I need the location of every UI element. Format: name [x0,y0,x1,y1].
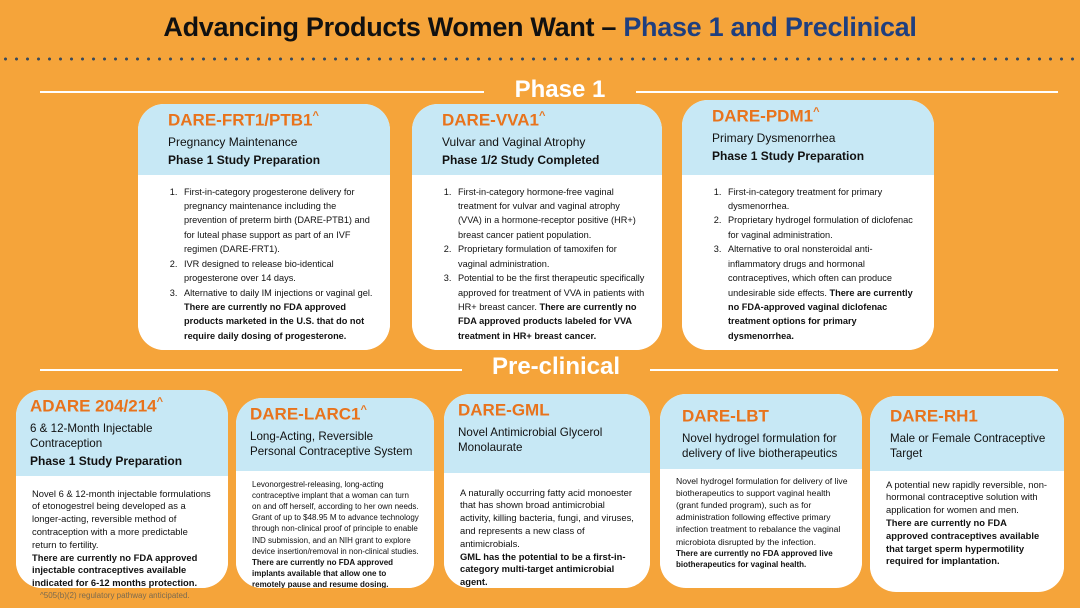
list-item: IVR designed to release bio-identical pr… [180,257,374,286]
product-stage: Phase 1/2 Study Completed [442,152,600,167]
highlight-text: There are currently no FDA-approved vagi… [728,287,913,341]
product-name: DARE-FRT1/PTB1^ [168,110,319,130]
card-header: DARE-VVA1^ Vulvar and Vaginal Atrophy Ph… [412,104,662,175]
card-dare-rh1[interactable]: DARE-RH1 Male or Female Contraceptive Ta… [870,396,1064,592]
product-name: DARE-LBT [682,406,769,426]
card-adare-204-214[interactable]: ADARE 204/214^ 6 & 12-Month Injectable C… [16,390,228,588]
card-dare-pdm1[interactable]: DARE-PDM1^ Primary Dysmenorrhea Phase 1 … [682,100,934,350]
list-item: First-in-category hormone-free vaginal t… [454,185,646,243]
card-header: DARE-LARC1^ Long-Acting, Reversible Pers… [236,398,434,471]
product-stage: Phase 1 Study Preparation [30,453,183,468]
product-indication: 6 & 12-Month Injectable Contraception [30,421,153,450]
card-header: DARE-PDM1^ Primary Dysmenorrhea Phase 1 … [682,100,934,175]
highlight-text: There are currently no FDA approved live… [676,548,833,569]
card-body: Novel 6 & 12-month injectable formulatio… [16,475,228,588]
product-description: Novel 6 & 12-month injectable formulatio… [32,487,211,550]
card-header: DARE-GML Novel Antimicrobial Glycerol Mo… [444,394,650,473]
product-indication: Primary Dysmenorrhea [712,130,836,145]
card-dare-gml[interactable]: DARE-GML Novel Antimicrobial Glycerol Mo… [444,394,650,588]
product-description: A potential new rapidly reversible, non-… [886,478,1048,516]
footnote: ^505(b)(2) regulatory pathway anticipate… [40,591,190,600]
product-name: DARE-PDM1^ [712,106,820,126]
phase1-heading: Phase 1 [484,76,636,104]
list-item: Potential to be the first therapeutic sp… [454,271,646,343]
card-header: DARE-RH1 Male or Female Contraceptive Ta… [870,396,1064,471]
slide-title-highlight: Phase 1 and Preclinical [623,12,917,42]
list-item: Alternative to daily IM injections or va… [180,286,374,344]
highlight-text: There are currently no FDA approved prod… [458,301,637,341]
card-dare-larc1[interactable]: DARE-LARC1^ Long-Acting, Reversible Pers… [236,398,434,588]
card-body: A naturally occurring fatty acid monoest… [444,472,650,588]
product-indication: Male or Female Contraceptive Target [890,431,1046,460]
dotted-divider [0,57,1080,61]
list-item: First-in-category progesterone delivery … [180,185,374,257]
card-dare-lbt[interactable]: DARE-LBT Novel hydrogel formulation for … [660,394,862,588]
card-header: DARE-FRT1/PTB1^ Pregnancy Maintenance Ph… [138,104,390,175]
slide-title: Advancing Products Women Want – Phase 1 … [0,12,1080,43]
highlight-text: There are currently no FDA approved impl… [252,558,394,588]
product-name: ADARE 204/214^ [30,396,164,416]
card-body: A potential new rapidly reversible, non-… [870,470,1064,577]
list-item: Proprietary hydrogel formulation of dicl… [724,213,918,242]
highlight-text: There are currently no FDA approved cont… [886,517,1040,567]
product-name: DARE-RH1 [890,406,978,426]
preclinical-heading: Pre-clinical [462,353,650,381]
product-name: DARE-LARC1^ [250,404,367,424]
product-description: Novel hydrogel formulation for delivery … [676,475,848,547]
product-description: Levonorgestrel-releasing, long-acting co… [252,479,419,556]
list-item: First-in-category treatment for primary … [724,185,918,214]
card-dare-vva1[interactable]: DARE-VVA1^ Vulvar and Vaginal Atrophy Ph… [412,104,662,350]
product-name: DARE-VVA1^ [442,110,546,130]
card-header: DARE-LBT Novel hydrogel formulation for … [660,394,862,469]
product-stage: Phase 1 Study Preparation [712,148,865,163]
card-body: First-in-category progesterone delivery … [138,174,390,350]
product-indication: Vulvar and Vaginal Atrophy [442,134,586,149]
product-indication: Novel Antimicrobial Glycerol Monolaurate [458,425,603,454]
list-item: Proprietary formulation of tamoxifen for… [454,242,646,271]
slide-title-main: Advancing Products Women Want – [163,12,624,42]
highlight-text: There are currently no FDA approved prod… [184,301,365,341]
card-body: First-in-category hormone-free vaginal t… [412,174,662,350]
product-indication: Pregnancy Maintenance [168,134,298,149]
highlight-text: GML has the potential to be a first-in-c… [460,550,626,588]
card-body: Levonorgestrel-releasing, long-acting co… [236,470,434,588]
product-description: A naturally occurring fatty acid monoest… [460,486,634,549]
product-indication: Long-Acting, Reversible Personal Contrac… [250,429,413,458]
highlight-text: There are currently no FDA approved inje… [32,551,198,588]
list-item: Alternative to oral nonsteroidal anti-in… [724,242,918,343]
card-body: Novel hydrogel formulation for delivery … [660,468,862,578]
product-indication: Novel hydrogel formulation for delivery … [682,431,838,460]
card-dare-frt1[interactable]: DARE-FRT1/PTB1^ Pregnancy Maintenance Ph… [138,104,390,350]
product-stage: Phase 1 Study Preparation [168,152,321,167]
card-body: First-in-category treatment for primary … [682,174,934,350]
card-header: ADARE 204/214^ 6 & 12-Month Injectable C… [16,390,228,476]
product-name: DARE-GML [458,400,550,420]
